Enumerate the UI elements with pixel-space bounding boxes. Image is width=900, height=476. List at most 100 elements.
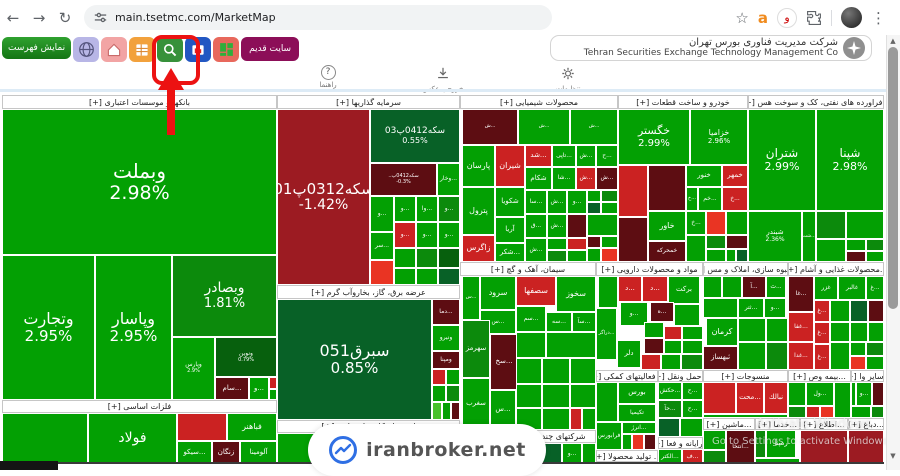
- stock-tile[interactable]: [871, 406, 884, 418]
- stock-tile[interactable]: ...محت: [736, 382, 764, 414]
- stock-tile[interactable]: [703, 430, 726, 450]
- stock-tile[interactable]: سکه0412پ03 0.55%: [370, 109, 460, 163]
- extension-vav-icon[interactable]: و: [777, 7, 797, 28]
- stock-tile[interactable]: ...سه: [546, 312, 572, 332]
- stock-tile[interactable]: [269, 389, 277, 400]
- stock-tile[interactable]: ...سیکو: [177, 441, 212, 465]
- stock-tile[interactable]: [432, 385, 446, 402]
- stock-tile[interactable]: ...غا: [788, 276, 814, 312]
- stock-tile[interactable]: فولاد: [88, 413, 177, 465]
- stock-tile[interactable]: [438, 268, 460, 285]
- stock-tile[interactable]: ...سا: [525, 190, 547, 214]
- sector-header[interactable]: منسوجات [+]: [703, 370, 788, 382]
- stock-tile[interactable]: [442, 402, 451, 420]
- stock-tile[interactable]: [601, 202, 618, 214]
- stock-tile[interactable]: آریا: [495, 217, 525, 243]
- stock-tile[interactable]: پترول: [462, 187, 495, 235]
- stock-tile[interactable]: ...شکر: [495, 243, 525, 262]
- stock-tile[interactable]: [726, 235, 748, 249]
- stock-tile[interactable]: ...وخار: [437, 163, 460, 196]
- stock-tile[interactable]: [446, 369, 460, 385]
- stock-tile[interactable]: [830, 322, 850, 342]
- stock-tile[interactable]: [644, 338, 664, 354]
- stock-tile[interactable]: وتجارت 2.95%: [2, 255, 95, 400]
- stock-tile[interactable]: ...غ: [814, 322, 830, 344]
- stock-tile[interactable]: [706, 235, 726, 249]
- stock-tile[interactable]: ...ش: [576, 145, 596, 167]
- stock-tile[interactable]: ...ش: [547, 214, 567, 238]
- stock-tile[interactable]: [682, 340, 703, 354]
- stock-tile[interactable]: [866, 356, 884, 370]
- stock-tile[interactable]: [570, 408, 582, 430]
- stock-tile[interactable]: شتران 2.99%: [748, 109, 816, 211]
- stock-tile[interactable]: شکویا: [495, 187, 525, 217]
- stock-tile[interactable]: خنور: [686, 165, 722, 187]
- sector-header[interactable]: سرمایه گذاریها [+]: [277, 95, 460, 109]
- stock-tile[interactable]: [546, 332, 596, 358]
- stock-tile[interactable]: [567, 250, 587, 262]
- stock-tile[interactable]: [446, 385, 460, 402]
- stock-tile[interactable]: وبملت 2.98%: [2, 109, 277, 255]
- stock-tile[interactable]: [848, 430, 884, 465]
- stock-tile[interactable]: ...و: [567, 190, 587, 214]
- stock-tile[interactable]: [648, 165, 686, 211]
- stock-tile[interactable]: ...ق: [525, 214, 547, 238]
- stock-tile[interactable]: [622, 434, 632, 450]
- stock-tile[interactable]: ...خ: [686, 187, 698, 211]
- sector-header[interactable]: محصولات شیمیایی [+]: [460, 95, 618, 109]
- stock-tile[interactable]: سخوز: [556, 276, 596, 312]
- sector-header[interactable]: ...رایانه و فعا [+]: [658, 437, 703, 449]
- stock-tile[interactable]: ...ح: [682, 400, 703, 418]
- stock-tile[interactable]: نبالك: [764, 382, 788, 414]
- help-button[interactable]: ? راهنما: [308, 65, 348, 89]
- stock-tile[interactable]: [703, 298, 738, 318]
- stock-tile[interactable]: ...انتخا: [726, 430, 755, 465]
- stock-tile[interactable]: ...شا: [552, 167, 576, 190]
- stock-tile[interactable]: فرابورس: [596, 422, 622, 450]
- sector-header[interactable]: ...بیمه وص [+]: [788, 370, 851, 382]
- stock-tile[interactable]: [806, 406, 820, 418]
- stock-tile[interactable]: ثبهساز: [703, 346, 738, 370]
- stock-tile[interactable]: ...و: [438, 222, 460, 248]
- stock-tile[interactable]: ...ش: [462, 109, 518, 145]
- stock-tile[interactable]: ...و: [249, 377, 269, 400]
- sector-header[interactable]: سیمان، آهک و گچ [+]: [460, 262, 596, 276]
- scrollbar-thumb[interactable]: [888, 47, 898, 309]
- show-list-button[interactable]: نمایش فهرست: [2, 37, 72, 59]
- stock-tile[interactable]: سرود: [480, 276, 516, 310]
- stock-tile[interactable]: ...د: [618, 276, 642, 302]
- stock-tile[interactable]: فباهنر: [227, 413, 277, 441]
- stock-tile[interactable]: [598, 276, 618, 308]
- stock-tile[interactable]: ...تاپی: [552, 145, 576, 167]
- stock-tile[interactable]: پارسان: [462, 145, 495, 187]
- stock-tile[interactable]: سهرمز: [462, 320, 490, 378]
- stock-tile[interactable]: [850, 356, 866, 370]
- stock-tile[interactable]: [618, 217, 648, 262]
- old-site-tab[interactable]: سایت قدیم: [241, 37, 300, 61]
- stock-tile[interactable]: ...غ: [866, 276, 884, 300]
- stock-tile[interactable]: ...غ: [814, 344, 830, 370]
- table-icon[interactable]: [129, 37, 156, 62]
- stock-tile[interactable]: [567, 238, 587, 250]
- stock-tile[interactable]: [703, 450, 726, 465]
- stock-tile[interactable]: ...س: [462, 276, 480, 320]
- stock-tile[interactable]: [451, 402, 460, 420]
- market-map-icon[interactable]: [213, 37, 240, 62]
- stock-tile[interactable]: [674, 304, 700, 326]
- reload-icon[interactable]: ↻: [58, 8, 72, 27]
- sector-header[interactable]: خودرو و ساخت قطعات [+]: [618, 95, 748, 109]
- sector-header[interactable]: بانکها و موسسات اعتباری [+]: [2, 95, 277, 109]
- stock-tile[interactable]: ...خ: [722, 187, 748, 211]
- stock-tile[interactable]: سکه0312پ01-1.42%: [277, 109, 370, 285]
- stock-tile[interactable]: [866, 251, 884, 262]
- stock-tile[interactable]: ...حآ: [658, 400, 682, 418]
- stock-tile[interactable]: [547, 250, 567, 262]
- stock-tile[interactable]: [868, 300, 884, 322]
- stock-tile[interactable]: ...دراگر: [596, 308, 617, 360]
- stock-tile[interactable]: کرمان: [706, 318, 738, 346]
- stock-tile[interactable]: رمپنا: [766, 430, 796, 458]
- stock-tile[interactable]: [830, 342, 850, 370]
- stock-tile[interactable]: وپاسار 2.95%: [95, 255, 172, 400]
- stock-tile[interactable]: [846, 251, 866, 262]
- stock-tile[interactable]: ونوین 0.79%: [215, 337, 277, 377]
